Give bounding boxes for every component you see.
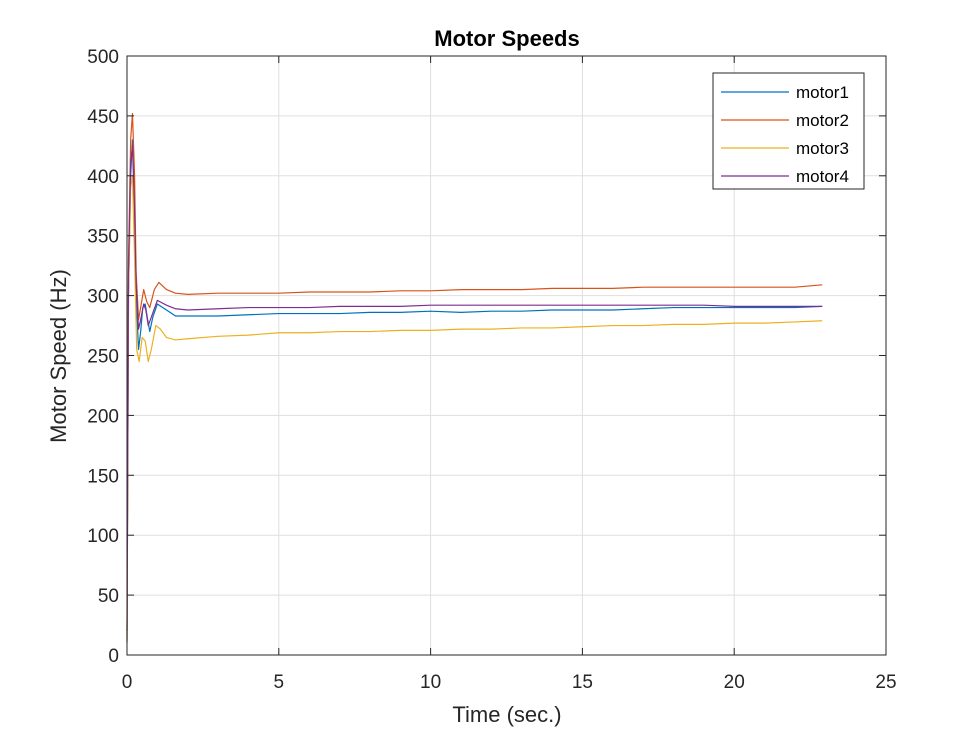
x-tick-labels: 0 5 10 15 20 25 — [122, 672, 897, 693]
y-axis-label: Motor Speed (Hz) — [46, 269, 71, 443]
y-tick-label: 350 — [87, 227, 119, 248]
y-tick-label: 150 — [87, 466, 119, 487]
legend: motor1 motor2 motor3 motor4 — [712, 72, 865, 190]
x-tick-label: 0 — [122, 672, 133, 693]
y-tick-label: 450 — [87, 107, 119, 128]
y-tick-label: 0 — [108, 646, 119, 667]
y-tick-label: 100 — [87, 526, 119, 547]
legend-label-motor4: motor4 — [796, 167, 849, 186]
x-axis-label: Time (sec.) — [452, 702, 561, 727]
series-lines — [126, 112, 823, 644]
legend-label-motor1: motor1 — [796, 83, 849, 102]
legend-label-motor3: motor3 — [796, 139, 849, 158]
y-tick-label: 400 — [87, 167, 119, 188]
x-tick-label: 20 — [724, 672, 745, 693]
y-tick-label: 250 — [87, 347, 119, 368]
series-line-motor4 — [126, 145, 823, 632]
x-tick-label: 25 — [875, 672, 896, 693]
series-line-motor1 — [126, 139, 823, 644]
x-tick-label: 15 — [572, 672, 593, 693]
grid-lines — [127, 56, 886, 655]
y-tick-label: 200 — [87, 406, 119, 427]
series-line-motor3 — [126, 175, 823, 638]
y-tick-label: 500 — [87, 47, 119, 68]
chart-title: Motor Speeds — [434, 26, 579, 51]
y-tick-labels: 0 50 100 150 200 250 300 350 400 450 500 — [87, 47, 119, 667]
y-tick-label: 50 — [98, 586, 119, 607]
legend-label-motor2: motor2 — [796, 111, 849, 130]
x-tick-label: 5 — [274, 672, 285, 693]
y-tick-label: 300 — [87, 287, 119, 308]
axis-ticks — [126, 55, 887, 656]
x-tick-label: 10 — [420, 672, 441, 693]
